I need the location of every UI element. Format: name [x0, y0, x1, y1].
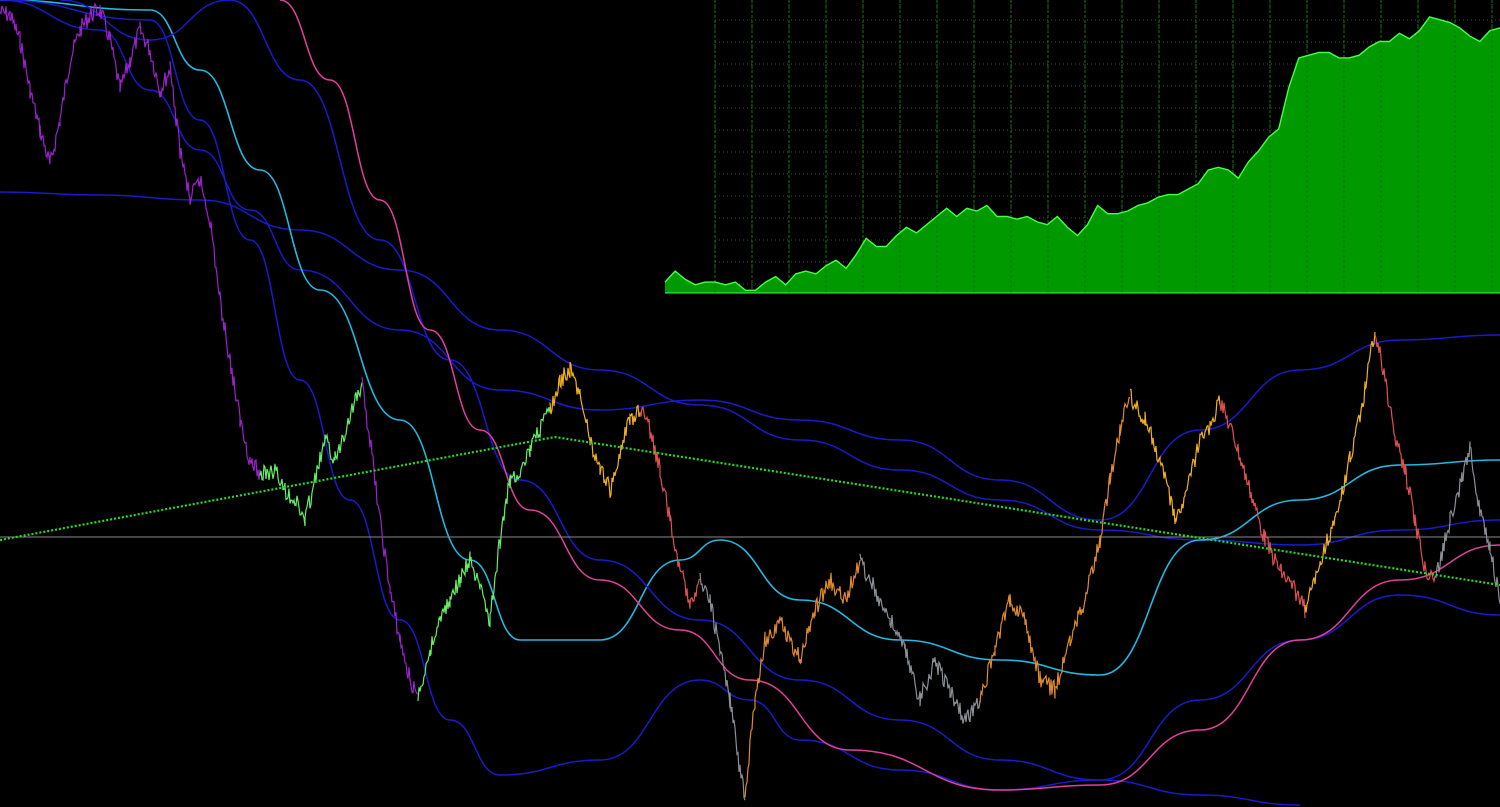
price-segment-orange — [744, 560, 861, 798]
price-segment-red — [1219, 400, 1306, 619]
equity-inset-panel — [664, 0, 1500, 294]
slow-ma-line — [279, 0, 1500, 791]
price-segment-gold — [1304, 332, 1376, 613]
price-segment-gold — [549, 361, 641, 498]
price-segment-gold — [1129, 388, 1221, 525]
price-segment-purple — [0, 2, 171, 165]
overlay-lines-layer — [0, 435, 1500, 587]
price-segment-red — [639, 406, 701, 609]
trend-line-dotted — [0, 435, 1500, 587]
price-segment-gray — [859, 553, 981, 724]
middle-band-line — [0, 0, 1500, 676]
equity-area — [665, 16, 1500, 294]
price-segment-orange — [979, 397, 1131, 704]
price-segment-green — [259, 382, 363, 527]
price-segment-gray — [1434, 441, 1500, 604]
price-segment-purple — [169, 61, 261, 481]
price-segment-gray — [699, 573, 746, 801]
price-segment-purple — [361, 376, 418, 695]
price-segment-green — [417, 406, 551, 702]
price-segment-red — [1374, 334, 1436, 584]
equity-line — [664, 16, 1500, 291]
upper-far-band-line — [0, 191, 1500, 546]
lower-far-band-line — [59, 0, 1301, 806]
upper-band-line — [0, 0, 1500, 521]
